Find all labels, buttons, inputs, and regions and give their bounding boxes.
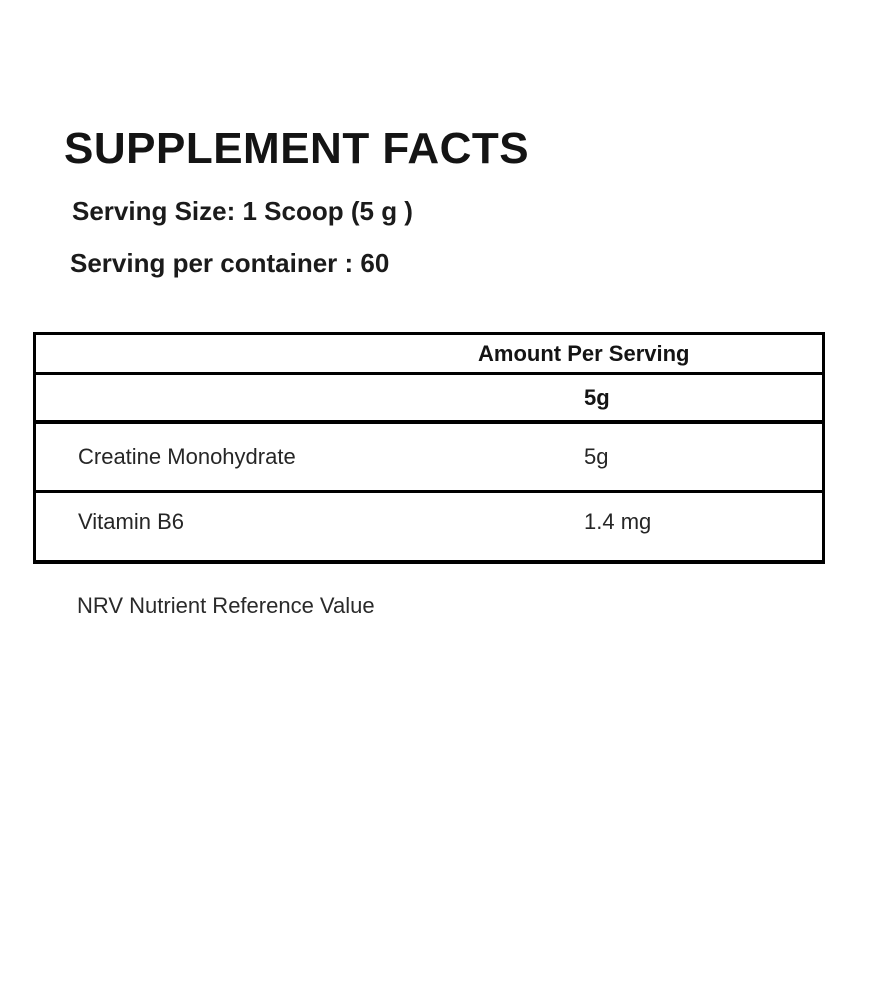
nutrient-name: Creatine Monohydrate [78,444,296,469]
supplement-facts-title: SUPPLEMENT FACTS [64,124,530,173]
table-header-row: Amount Per Serving [36,335,822,375]
nutrient-row-creatine-monohydrate: Creatine Monohydrate 5g [36,424,822,493]
serving-amount-value: 5g [584,384,610,410]
nutrient-amount: 1.4 mg [584,509,652,535]
amount-per-serving-header: Amount Per Serving [478,340,690,366]
servings-per-container-text: Serving per container : 60 [70,248,390,278]
serving-size-text: Serving Size: 1 Scoop (5 g ) [72,196,413,226]
nutrient-amount: 5g [584,444,609,469]
serving-amount-row: 5g [36,375,822,424]
supplement-facts-table: Amount Per Serving 5g Creatine Monohydra… [33,332,825,564]
nutrient-name: Vitamin B6 [78,509,184,535]
nutrient-row-vitamin-b6: Vitamin B6 1.4 mg [36,493,822,559]
nrv-footnote: NRV Nutrient Reference Value [77,593,375,618]
